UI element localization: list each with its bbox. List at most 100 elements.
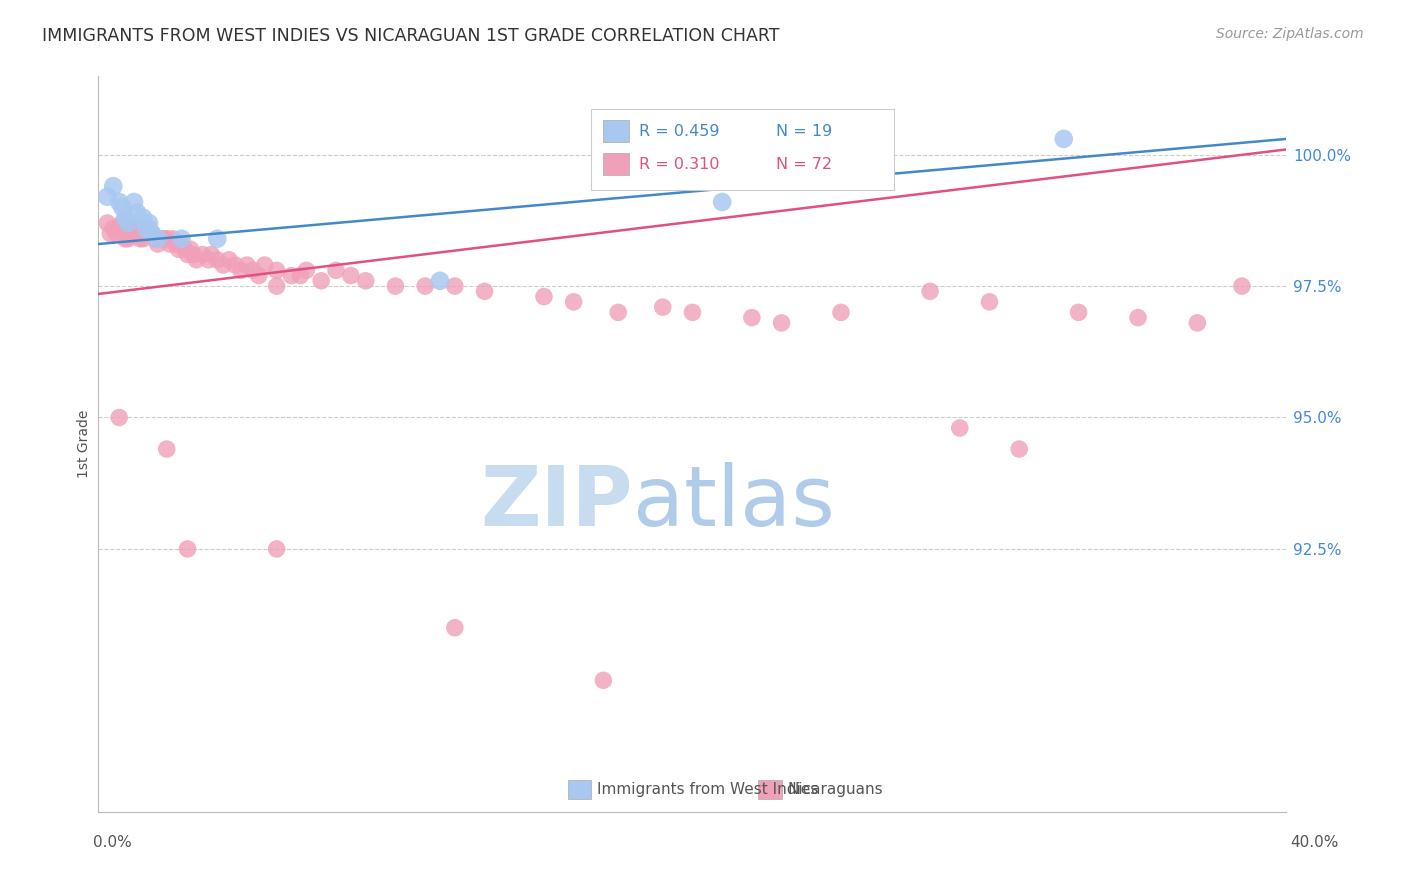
Point [146, 237, 169, 252]
Point [125, 205, 148, 219]
Point [711, 194, 734, 209]
Point [309, 274, 332, 288]
Point [295, 263, 318, 277]
Point [562, 294, 585, 309]
Point [949, 421, 972, 435]
Point [229, 263, 252, 277]
Text: atlas: atlas [633, 462, 835, 543]
Point [122, 221, 145, 235]
Point [681, 305, 703, 319]
Point [253, 258, 276, 272]
Text: IMMIGRANTS FROM WEST INDIES VS NICARAGUAN 1ST GRADE CORRELATION CHART: IMMIGRANTS FROM WEST INDIES VS NICARAGUA… [42, 27, 780, 45]
Point [224, 258, 246, 272]
Point [108, 410, 131, 425]
Point [413, 279, 436, 293]
Point [111, 200, 134, 214]
Point [149, 232, 172, 246]
Point [156, 232, 179, 246]
Text: N = 19: N = 19 [776, 123, 832, 138]
Point [651, 300, 673, 314]
Point [132, 227, 155, 241]
Point [1008, 442, 1031, 456]
Point [607, 305, 630, 319]
Point [741, 310, 763, 325]
Point [770, 316, 793, 330]
Point [384, 279, 406, 293]
Text: 40.0%: 40.0% [1291, 836, 1339, 850]
Point [103, 221, 125, 235]
Point [141, 227, 163, 241]
Point [159, 237, 181, 252]
Text: R = 0.459: R = 0.459 [638, 123, 720, 138]
Point [1230, 279, 1253, 293]
Point [170, 232, 193, 246]
Point [129, 232, 152, 246]
Point [443, 621, 465, 635]
Point [176, 541, 198, 556]
Point [173, 242, 195, 256]
Point [179, 242, 201, 256]
Point [111, 216, 134, 230]
Y-axis label: 1st Grade: 1st Grade [77, 409, 91, 478]
Point [266, 263, 288, 277]
Point [143, 232, 166, 246]
Point [1053, 132, 1076, 146]
Point [114, 232, 136, 246]
Point [170, 237, 193, 252]
Point [354, 274, 377, 288]
Text: 0.0%: 0.0% [93, 836, 132, 850]
Point [1126, 310, 1149, 325]
Point [533, 290, 555, 304]
Point [474, 285, 496, 299]
Point [979, 294, 1001, 309]
Point [443, 279, 465, 293]
Point [117, 221, 139, 235]
Point [200, 247, 222, 261]
Point [290, 268, 312, 283]
FancyBboxPatch shape [592, 109, 894, 190]
Point [236, 258, 259, 272]
Point [122, 194, 145, 209]
Point [146, 232, 169, 246]
Point [120, 227, 142, 241]
Point [114, 211, 136, 225]
Point [96, 216, 118, 230]
Point [162, 232, 184, 246]
Point [815, 163, 838, 178]
FancyBboxPatch shape [568, 780, 592, 799]
Text: Immigrants from West Indies: Immigrants from West Indies [598, 782, 818, 797]
Point [108, 194, 131, 209]
Point [167, 242, 190, 256]
Point [266, 541, 288, 556]
FancyBboxPatch shape [603, 120, 630, 142]
Point [247, 268, 270, 283]
Point [138, 221, 160, 235]
Point [156, 442, 179, 456]
Point [280, 268, 302, 283]
Point [141, 227, 163, 241]
Point [98, 227, 121, 241]
Point [197, 252, 219, 267]
Text: R = 0.310: R = 0.310 [638, 157, 720, 171]
Point [205, 232, 228, 246]
Point [125, 227, 148, 241]
Point [105, 227, 128, 241]
Point [183, 247, 205, 261]
Point [117, 232, 139, 246]
Point [592, 673, 614, 688]
Point [218, 252, 240, 267]
FancyBboxPatch shape [603, 153, 630, 175]
Text: Source: ZipAtlas.com: Source: ZipAtlas.com [1216, 27, 1364, 41]
Point [191, 247, 214, 261]
Text: Nicaraguans: Nicaraguans [787, 782, 883, 797]
Point [830, 305, 852, 319]
Point [132, 232, 155, 246]
Point [186, 252, 208, 267]
Point [96, 190, 118, 204]
Point [1187, 316, 1209, 330]
Point [152, 232, 174, 246]
Point [103, 179, 125, 194]
Point [340, 268, 363, 283]
Point [242, 263, 264, 277]
FancyBboxPatch shape [758, 780, 782, 799]
